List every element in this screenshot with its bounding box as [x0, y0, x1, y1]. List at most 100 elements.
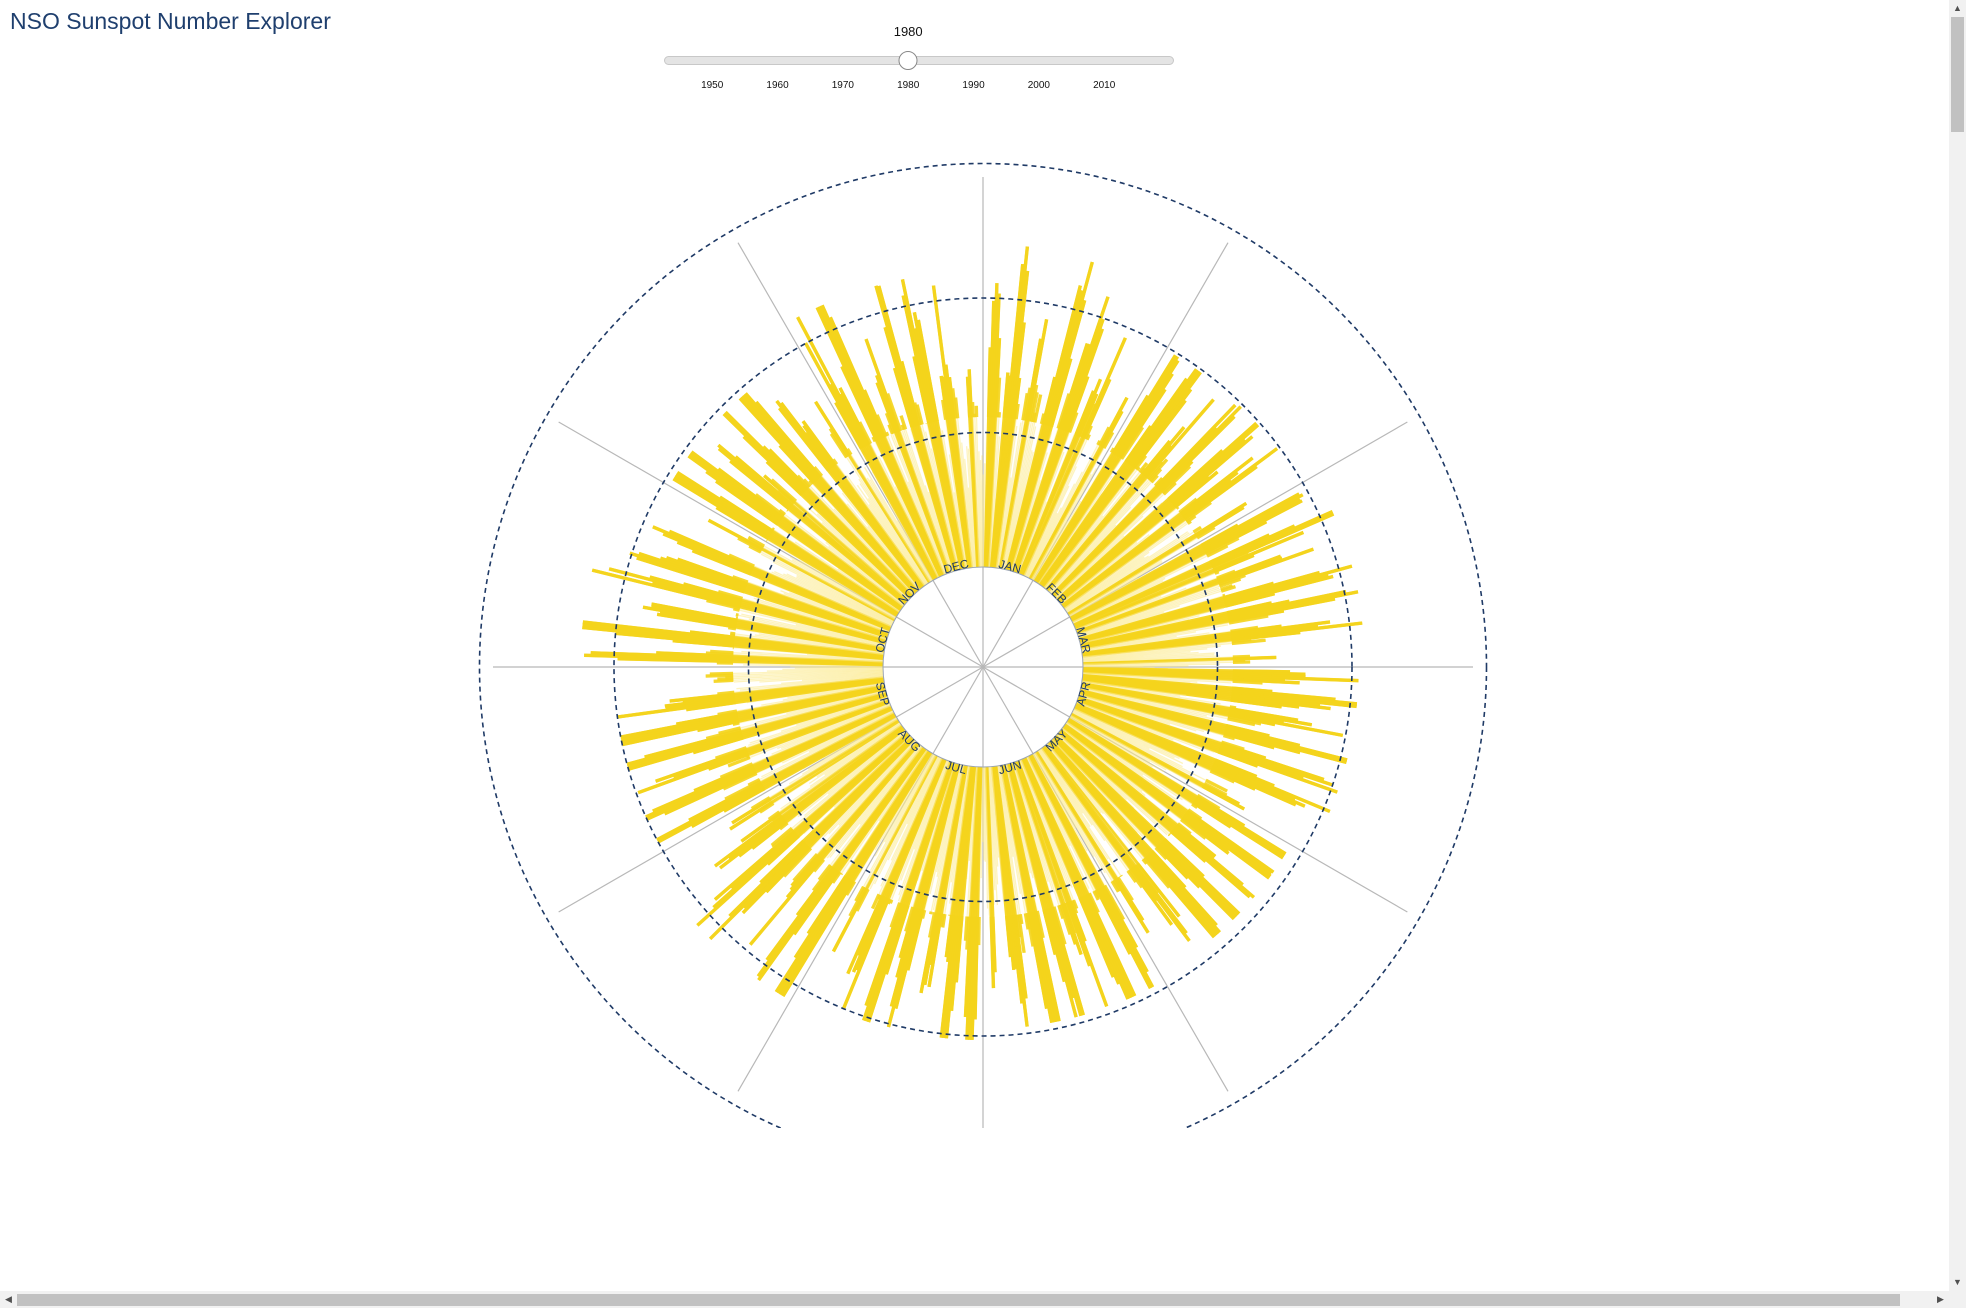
sunspot-bar	[1077, 574, 1246, 635]
sunspot-bar-peak	[1026, 319, 1049, 422]
sunspot-bar-peak	[1129, 867, 1174, 926]
sunspot-bar	[709, 668, 884, 675]
sunspot-bar-peak	[1149, 851, 1218, 927]
sunspot-bar-peak	[912, 402, 923, 426]
sunspot-bar	[1075, 587, 1187, 632]
sunspot-bar	[1026, 756, 1071, 847]
sunspot-bar-peak	[1099, 396, 1129, 448]
sunspot-bar-peak	[1213, 553, 1255, 574]
sunspot-bar	[1040, 748, 1137, 883]
sunspot-bar-peak	[1157, 405, 1242, 491]
sunspot-bar	[1072, 545, 1228, 624]
sunspot-bar-peak	[744, 392, 821, 480]
sunspot-bar-peak	[991, 916, 997, 973]
sunspot-bar-peak	[829, 432, 849, 459]
sunspot-bar-peak	[730, 830, 797, 890]
sunspot-bar-peak	[1222, 581, 1274, 600]
sunspot-bar-peak	[862, 903, 905, 1021]
slider-tick-label: 2010	[1093, 80, 1116, 91]
sunspot-bar-peak	[1153, 477, 1164, 487]
scroll-left-arrow-icon[interactable]: ◀	[5, 1294, 12, 1304]
sunspot-bar	[1048, 459, 1168, 593]
scroll-down-arrow-icon[interactable]: ▼	[1953, 1277, 1962, 1287]
sunspot-bar-peak	[1214, 570, 1220, 575]
sunspot-bar	[1082, 663, 1221, 667]
sunspot-bar-peak	[762, 445, 808, 492]
sunspot-bar	[789, 556, 897, 619]
sunspot-bar-peak	[1230, 624, 1319, 639]
sunspot-bar	[1077, 587, 1220, 636]
sunspot-bar-peak	[1194, 796, 1287, 856]
sunspot-bar	[1050, 506, 1132, 594]
sunspot-bar-peak	[1180, 818, 1207, 840]
sunspot-bar	[772, 731, 908, 848]
sunspot-bar	[1081, 631, 1197, 652]
sunspot-bar-peak	[1219, 745, 1334, 787]
sunspot-bar	[936, 764, 963, 877]
sunspot-bar-peak	[1067, 411, 1079, 434]
sunspot-bar-peak	[970, 916, 978, 1040]
sunspot-bar-peak	[620, 712, 738, 739]
sunspot-bar	[1073, 708, 1180, 760]
sunspot-bar-peak	[1231, 638, 1266, 646]
sunspot-bar-peak	[842, 897, 891, 1009]
sunspot-bar	[930, 448, 961, 570]
scroll-up-arrow-icon[interactable]: ▲	[1953, 3, 1962, 13]
sunspot-bar-peak	[1145, 854, 1218, 937]
sunspot-bar	[732, 576, 890, 634]
sunspot-bar-peak	[845, 880, 857, 896]
sunspot-bar-peak	[1226, 601, 1272, 615]
horizontal-scroll-thumb[interactable]	[17, 1294, 1900, 1306]
sunspot-bar	[988, 766, 998, 906]
sunspot-bar-peak	[1210, 510, 1334, 567]
sunspot-bar	[1061, 728, 1143, 792]
sunspot-bar	[1038, 749, 1091, 828]
sunspot-bar-peak	[1071, 899, 1079, 910]
sunspot-bar-peak	[1115, 359, 1180, 458]
slider-track[interactable]	[664, 56, 1174, 65]
sunspot-bar-peak	[1203, 497, 1301, 552]
slider-handle[interactable]	[898, 51, 918, 70]
horizontal-scrollbar[interactable]: ◀ ▶	[0, 1291, 1966, 1308]
sunspot-bar	[1082, 652, 1215, 662]
sunspot-bar	[1075, 571, 1219, 631]
sunspot-bar-peak	[735, 613, 739, 617]
sunspot-bar-peak	[1057, 904, 1065, 920]
sunspot-bar-peak	[747, 777, 761, 787]
sunspot-bar-peak	[883, 326, 916, 428]
vertical-scrollbar[interactable]: ▲ ▼	[1949, 0, 1966, 1291]
sunspot-bar	[825, 541, 906, 606]
sunspot-bar-peak	[1184, 812, 1272, 878]
sunspot-bar-peak	[1220, 742, 1267, 760]
sunspot-bar-peak	[1031, 412, 1037, 423]
scroll-right-arrow-icon[interactable]: ▶	[1937, 1294, 1944, 1304]
sunspot-bar	[1060, 541, 1138, 605]
sunspot-bar	[781, 674, 884, 684]
sunspot-bar	[833, 735, 911, 808]
sunspot-bar-peak	[748, 544, 762, 554]
sunspot-bar-peak	[1074, 390, 1096, 436]
sunspot-bar	[1027, 483, 1076, 578]
sunspot-bar	[1076, 700, 1215, 753]
sunspot-bar-peak	[862, 389, 887, 438]
sunspot-bar-peak	[1227, 715, 1262, 726]
sunspot-bar	[964, 766, 978, 941]
sunspot-bar-peak	[1183, 814, 1271, 880]
sunspot-bar	[1005, 764, 1034, 879]
sunspot-bar	[1082, 672, 1232, 684]
sunspot-bar-peak	[1115, 877, 1145, 922]
sunspot-bar	[846, 749, 929, 872]
sunspot-bar-peak	[582, 623, 735, 643]
sunspot-bar	[1082, 661, 1251, 666]
sunspot-bar-peak	[939, 913, 945, 927]
sunspot-bar-peak	[1220, 740, 1245, 751]
sunspot-bar	[743, 664, 884, 667]
sunspot-bar-peak	[582, 620, 735, 641]
year-slider[interactable]: 1980 1950 1960 1970 1980 1990 2000 2010	[660, 22, 1180, 102]
sunspot-bar	[1032, 753, 1077, 829]
sunspot-bar-peak	[754, 400, 822, 479]
sunspot-bar	[890, 761, 951, 928]
vertical-scroll-thumb[interactable]	[1951, 17, 1964, 132]
sunspot-bar-peak	[1230, 624, 1282, 635]
sunspot-bar-peak	[898, 906, 917, 959]
